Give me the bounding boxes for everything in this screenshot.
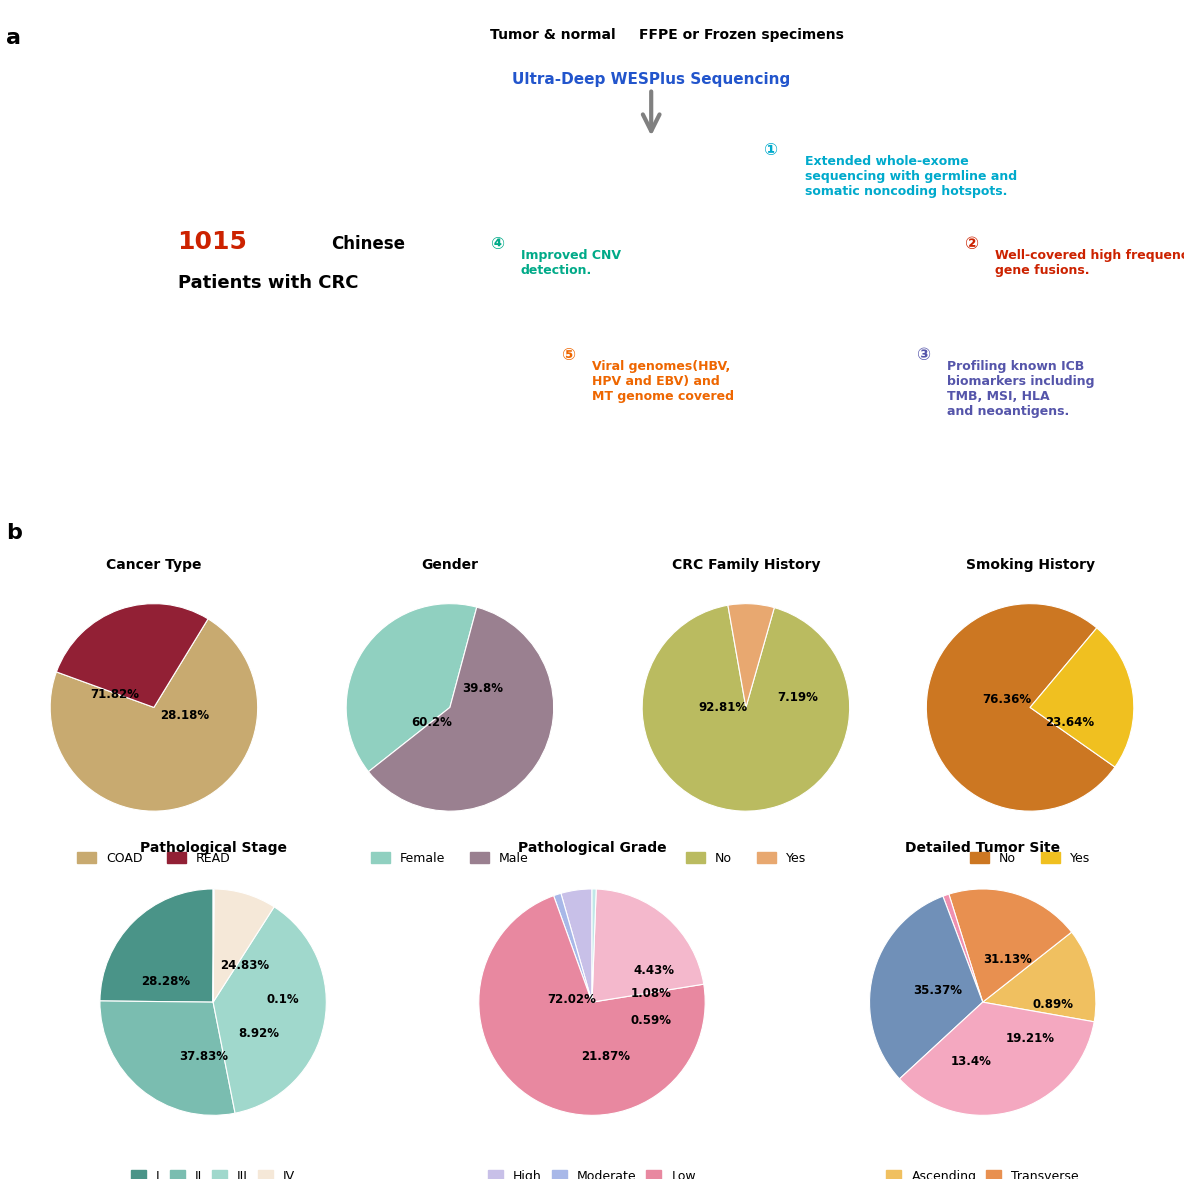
Wedge shape (942, 894, 983, 1002)
Text: Well-covered high frequency
gene fusions.: Well-covered high frequency gene fusions… (995, 250, 1184, 277)
Wedge shape (642, 605, 850, 811)
Text: 39.8%: 39.8% (463, 683, 503, 696)
Text: 76.36%: 76.36% (983, 692, 1031, 705)
Wedge shape (869, 896, 983, 1079)
Title: Smoking History: Smoking History (966, 559, 1094, 572)
Wedge shape (592, 889, 703, 1002)
Text: 0.89%: 0.89% (1032, 997, 1074, 1010)
Wedge shape (57, 604, 208, 707)
Text: ③: ③ (916, 347, 931, 364)
Text: Viral genomes(HBV,
HPV and EBV) and
MT genome covered: Viral genomes(HBV, HPV and EBV) and MT g… (592, 361, 734, 403)
Wedge shape (478, 896, 706, 1115)
Wedge shape (561, 889, 592, 1002)
Title: Cancer Type: Cancer Type (107, 559, 201, 572)
Text: ⑤: ⑤ (561, 347, 575, 364)
Text: Extended whole-exome
sequencing with germline and
somatic noncoding hotspots.: Extended whole-exome sequencing with ger… (805, 156, 1017, 198)
Text: 28.28%: 28.28% (141, 975, 191, 988)
Wedge shape (926, 604, 1115, 811)
Text: 19.21%: 19.21% (1005, 1032, 1055, 1045)
Title: Pathological Stage: Pathological Stage (140, 842, 287, 855)
Text: 35.37%: 35.37% (913, 984, 961, 997)
Title: Pathological Grade: Pathological Grade (517, 842, 667, 855)
Wedge shape (213, 907, 327, 1113)
Legend: COAD, READ: COAD, READ (72, 847, 236, 870)
Wedge shape (368, 607, 554, 811)
Text: Profiling known ICB
biomarkers including
TMB, MSI, HLA
and neoantigens.: Profiling known ICB biomarkers including… (947, 361, 1095, 419)
Wedge shape (592, 889, 597, 1002)
Text: 13.4%: 13.4% (951, 1054, 992, 1067)
Wedge shape (948, 889, 1072, 1002)
Legend: No, Yes: No, Yes (681, 847, 811, 870)
Text: 1.08%: 1.08% (630, 987, 671, 1000)
Title: Detailed Tumor Site: Detailed Tumor Site (905, 842, 1061, 855)
Text: 72.02%: 72.02% (547, 994, 596, 1007)
Text: 23.64%: 23.64% (1045, 717, 1094, 730)
Text: ④: ④ (490, 236, 504, 253)
Wedge shape (99, 889, 213, 1002)
Text: FFPE or Frozen specimens: FFPE or Frozen specimens (639, 27, 844, 41)
Title: CRC Family History: CRC Family History (671, 559, 821, 572)
Text: Ultra-Deep WESPlus Sequencing: Ultra-Deep WESPlus Sequencing (511, 72, 791, 87)
Text: 21.87%: 21.87% (581, 1050, 630, 1063)
Text: ①: ① (762, 141, 777, 159)
Text: 1015: 1015 (178, 230, 247, 255)
Legend: Female, Male: Female, Male (366, 847, 534, 870)
Text: Tumor & normal: Tumor & normal (490, 27, 616, 41)
Wedge shape (50, 619, 258, 811)
Text: 28.18%: 28.18% (161, 710, 210, 723)
Text: ②: ② (964, 236, 978, 253)
Wedge shape (213, 889, 275, 1002)
Wedge shape (99, 1001, 236, 1115)
Text: 7.19%: 7.19% (778, 691, 818, 704)
Text: 24.83%: 24.83% (220, 960, 270, 973)
Wedge shape (346, 604, 477, 772)
Text: 8.92%: 8.92% (238, 1027, 279, 1040)
Wedge shape (554, 894, 592, 1002)
Text: 0.1%: 0.1% (266, 994, 300, 1007)
Text: 4.43%: 4.43% (633, 964, 675, 977)
Wedge shape (983, 933, 1096, 1022)
Text: 37.83%: 37.83% (180, 1050, 229, 1063)
Text: 60.2%: 60.2% (411, 717, 451, 730)
Text: b: b (6, 523, 21, 544)
Text: Patients with CRC: Patients with CRC (178, 275, 358, 292)
Text: Improved CNV
detection.: Improved CNV detection. (521, 250, 620, 277)
Wedge shape (900, 1002, 1094, 1115)
Wedge shape (728, 604, 774, 707)
Text: Chinese: Chinese (332, 236, 405, 253)
Text: 0.59%: 0.59% (630, 1014, 671, 1027)
Text: 92.81%: 92.81% (699, 700, 747, 714)
Title: Gender: Gender (422, 559, 478, 572)
Text: 71.82%: 71.82% (90, 689, 139, 702)
Legend: No, Yes: No, Yes (965, 847, 1095, 870)
Text: a: a (6, 27, 21, 47)
Text: 31.13%: 31.13% (983, 953, 1032, 966)
Wedge shape (1030, 628, 1134, 768)
